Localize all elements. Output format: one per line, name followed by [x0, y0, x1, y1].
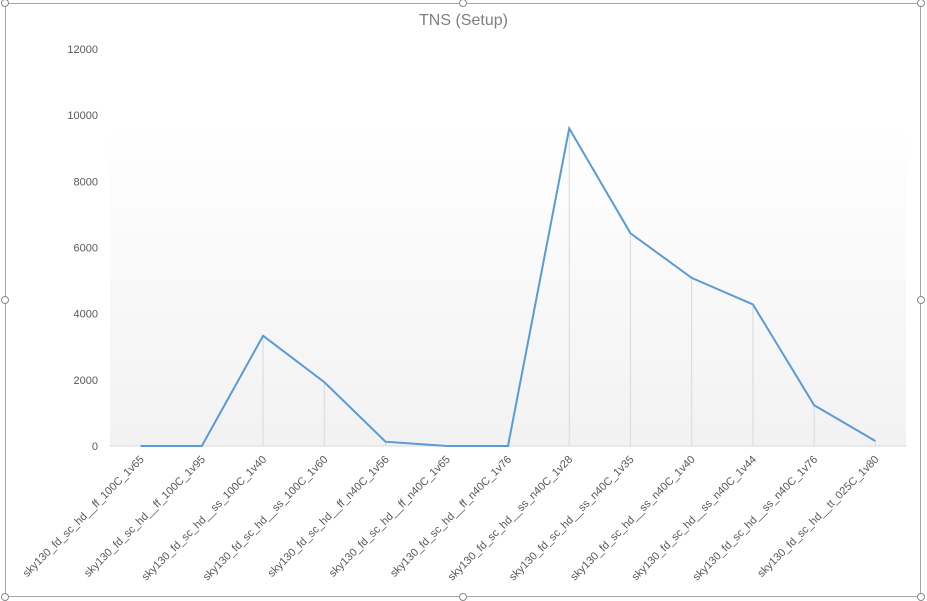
x-tick-label: sky130_fd_sc_hd__ss_n40C_1v44 — [629, 454, 759, 584]
chart-title: TNS (Setup) — [419, 12, 508, 29]
y-tick-label: 10000 — [67, 110, 98, 122]
y-tick-label: 6000 — [74, 243, 98, 255]
y-axis-ticks: 0 2000 4000 6000 8000 10000 12000 — [67, 44, 98, 453]
y-tick-label: 0 — [92, 441, 98, 453]
x-tick-label: sky130_fd_sc_hd__ff_100C_1v95 — [82, 454, 208, 580]
x-tick-label: sky130_fd_sc_hd__ss_n40C_1v28 — [446, 454, 576, 584]
x-tick-label: sky130_fd_sc_hd__ss_n40C_1v35 — [507, 454, 637, 584]
x-tick-label: sky130_fd_sc_hd__ff_n40C_1v76 — [388, 454, 514, 580]
x-axis-ticks: sky130_fd_sc_hd__ff_100C_1v65sky130_fd_s… — [21, 454, 882, 584]
drop-lines — [262, 128, 876, 446]
resize-handle-top-center[interactable] — [459, 0, 467, 7]
y-tick-label: 8000 — [74, 176, 98, 188]
plot-area — [110, 120, 906, 446]
series-line — [140, 125, 876, 447]
resize-handle-top-left[interactable] — [1, 0, 9, 7]
resize-handle-top-right[interactable] — [917, 0, 925, 7]
resize-handle-middle-left[interactable] — [1, 296, 9, 304]
x-tick-label: sky130_fd_sc_hd__ss_100C_1v60 — [201, 454, 331, 584]
x-tick-label: sky130_fd_sc_hd__ss_n40C_1v40 — [568, 454, 698, 584]
y-tick-label: 2000 — [74, 375, 98, 387]
y-tick-label: 12000 — [67, 44, 98, 56]
x-tick-label: sky130_fd_sc_hd__tt_025C_1v80 — [755, 454, 881, 580]
y-tick-label: 4000 — [74, 309, 98, 321]
x-tick-label: sky130_fd_sc_hd__ff_n40C_1v65 — [327, 454, 453, 580]
x-tick-label: sky130_fd_sc_hd__ff_100C_1v65 — [21, 454, 147, 580]
x-tick-label: sky130_fd_sc_hd__ss_n40C_1v76 — [691, 454, 821, 584]
x-tick-label: sky130_fd_sc_hd__ss_100C_1v40 — [140, 454, 270, 584]
x-tick-label: sky130_fd_sc_hd__ff_n40C_1v56 — [266, 454, 392, 580]
resize-handle-middle-right[interactable] — [917, 296, 925, 304]
